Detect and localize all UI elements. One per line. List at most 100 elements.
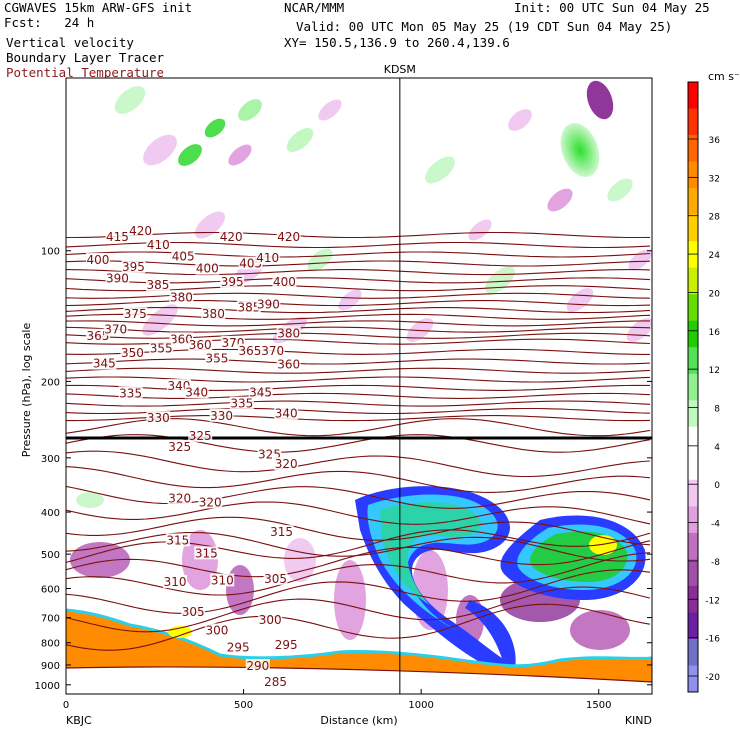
colorbar-swatch [688,320,698,348]
colorbar-label: 4 [714,443,720,453]
isentrope-label-bg [258,613,283,627]
y-tick-label: 1000 [35,681,60,692]
isentrope-label-bg [263,571,288,585]
isentrope-line [66,434,651,453]
x-axis: 0 500 1000 1500 [63,689,611,711]
x-tick-label: 1500 [586,700,611,711]
isentrope-label-bg [204,351,229,365]
isentrope-label-bg [195,261,220,275]
isentrope-label: 320 [275,457,298,471]
isentrope-label: 340 [167,379,190,393]
isentrope-label: 315 [270,525,293,539]
isentrope-label: 315 [195,546,218,560]
isentrope-label: 350 [121,346,144,360]
isentrope-label: 395 [122,260,145,274]
isentrope-label: 360 [170,332,193,346]
colorbar-label: 12 [709,366,720,376]
isentrope-label-bg [220,274,245,288]
isentrope-label-bg [245,658,270,672]
isentrope-label-bg [167,491,192,505]
colorbar-label: 20 [709,289,721,299]
isentrope-label-bg [146,237,171,251]
isentrope-label-bg [105,271,130,285]
isentrope-label-bg [181,605,206,619]
isentrope-label: 360 [277,358,300,372]
isentrope-label-bg [256,297,281,311]
y-tick-label: 400 [41,508,60,519]
isentrope-label: 405 [172,249,195,263]
isentrope-label: 340 [185,385,208,399]
isentrope-label: 400 [87,253,110,267]
header-line-2: Fcst: 24 h [4,15,95,30]
isentrope-label-bg [163,575,188,589]
isentrope-line [66,540,651,578]
isentrope-label-bg [209,408,234,422]
isentrope-label: 345 [93,357,116,371]
isentrope-label: 305 [182,605,205,619]
colorbar-swatch [688,506,698,534]
isentrope-line [66,358,651,365]
isentrope-label: 410 [256,251,279,265]
isentrope-label-bg [128,223,153,237]
isentrope-label: 365 [87,329,110,343]
colorbar-swatch [688,108,698,136]
isentrope-label: 295 [227,640,250,654]
isentrope-line [66,376,651,383]
x-tick-label: 1000 [408,700,433,711]
isentrope-label-bg [204,623,229,637]
colorbar: 36 32 28 24 20 16 12 8 4 0 -4 -8 -12 -16 -20 [687,81,721,693]
plot-frame [65,77,653,695]
isentrope-label-bg [121,259,146,273]
isentrope-label-bg [165,533,190,547]
colorbar-label: -4 [711,520,720,530]
isentrope-label-bg [229,396,254,410]
isentrope-line [66,450,651,478]
isentrope-line [66,320,650,327]
y-tick-label: 500 [41,550,60,561]
isentrope-line [66,516,651,546]
isentrope-label: 370 [104,323,127,337]
isentrope-label: 325 [189,429,212,443]
isentrope-label-bg [188,428,213,442]
isentrope-label-bg [92,356,117,370]
colorbar-swatch [688,347,698,375]
colorbar-label: -8 [711,558,720,568]
isentrope-label-bg [274,638,299,652]
isentrope-label: 345 [249,385,272,399]
colorbar-swatch [688,453,698,481]
colorbar-swatch [688,638,698,666]
isentrope-label: 310 [164,575,187,589]
isentrope-label: 310 [211,573,234,587]
header-line-5: Potential Temperature [6,65,165,80]
isentrope-label-bg [255,251,280,265]
x-tick-label: 0 [63,700,69,711]
isentrope-label: 305 [264,572,287,586]
isentrope-label: 395 [221,275,244,289]
colorbar-label: -12 [705,596,720,606]
isentrope-label: 360 [189,338,212,352]
x-tick-label: 500 [234,700,253,711]
isentrope-line [66,384,650,391]
isentrope-label: 330 [210,409,233,423]
header-line-1: CGWAVES 15km ARW-GFS init [4,0,193,15]
isentrope-label: 355 [150,342,173,356]
isentrope-label-bg [236,300,261,314]
isentrope-line [66,466,651,493]
isentrope-line [66,251,651,258]
colorbar-unit: cm s⁻¹ [708,70,740,83]
isentrope-label: 320 [199,495,222,509]
isentrope-label-bg [171,249,196,263]
isentrope-label: 415 [106,230,129,244]
isentrope-label: 300 [205,624,228,638]
isentrope-label-bg [103,322,128,336]
isentrope-label-bg [123,307,148,321]
isentrope-label: 380 [202,307,225,321]
colorbar-swatch [688,479,698,507]
isentrope-label: 340 [275,406,298,420]
x-axis-right-station: KIND [625,714,652,727]
header-init: Init: 00 UTC Sun 04 May 25 [514,0,710,15]
isentrope-line [66,307,651,314]
colorbar-swatch [688,665,698,693]
x-axis-left-station: KBJC [66,714,92,727]
